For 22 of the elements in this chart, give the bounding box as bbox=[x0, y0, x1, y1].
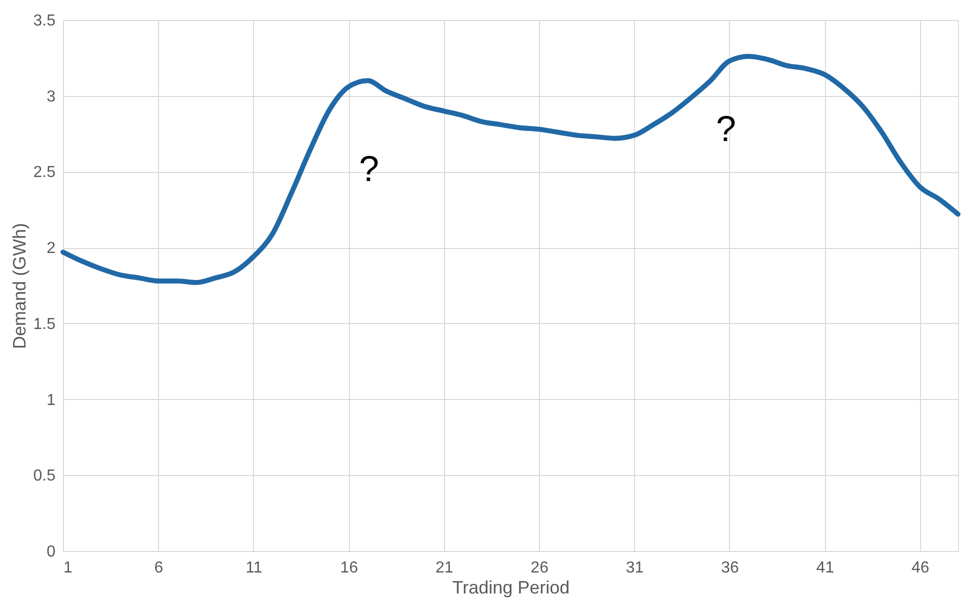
x-tick-label: 46 bbox=[912, 560, 930, 576]
y-tick-label: 2 bbox=[46, 240, 56, 258]
y-tick-label: 0 bbox=[46, 544, 56, 560]
x-tick-label: 26 bbox=[530, 560, 549, 576]
y-tick-label: 3.5 bbox=[33, 12, 56, 30]
x-tick-label: 21 bbox=[435, 560, 454, 576]
x-tick-label: 1 bbox=[64, 560, 72, 576]
x-tick-label: 41 bbox=[816, 560, 834, 576]
annotation: ? bbox=[716, 108, 736, 149]
annotation: ? bbox=[358, 148, 380, 189]
y-tick-label: 1 bbox=[46, 392, 56, 409]
y-tick-label: 2.5 bbox=[33, 164, 56, 182]
y-tick-label: 1.5 bbox=[33, 316, 56, 333]
y-tick-label: 3 bbox=[46, 88, 56, 106]
x-axis-title: Trading Period bbox=[452, 578, 570, 598]
x-tick-label: 11 bbox=[246, 560, 262, 576]
y-tick-label: 0.5 bbox=[33, 468, 56, 485]
x-tick-label: 36 bbox=[721, 560, 739, 576]
x-tick-label: 6 bbox=[154, 560, 164, 576]
x-tick-label: 31 bbox=[626, 560, 644, 576]
x-tick-label: 16 bbox=[340, 560, 358, 576]
y-axis-title: Demand (GWh) bbox=[9, 222, 30, 350]
